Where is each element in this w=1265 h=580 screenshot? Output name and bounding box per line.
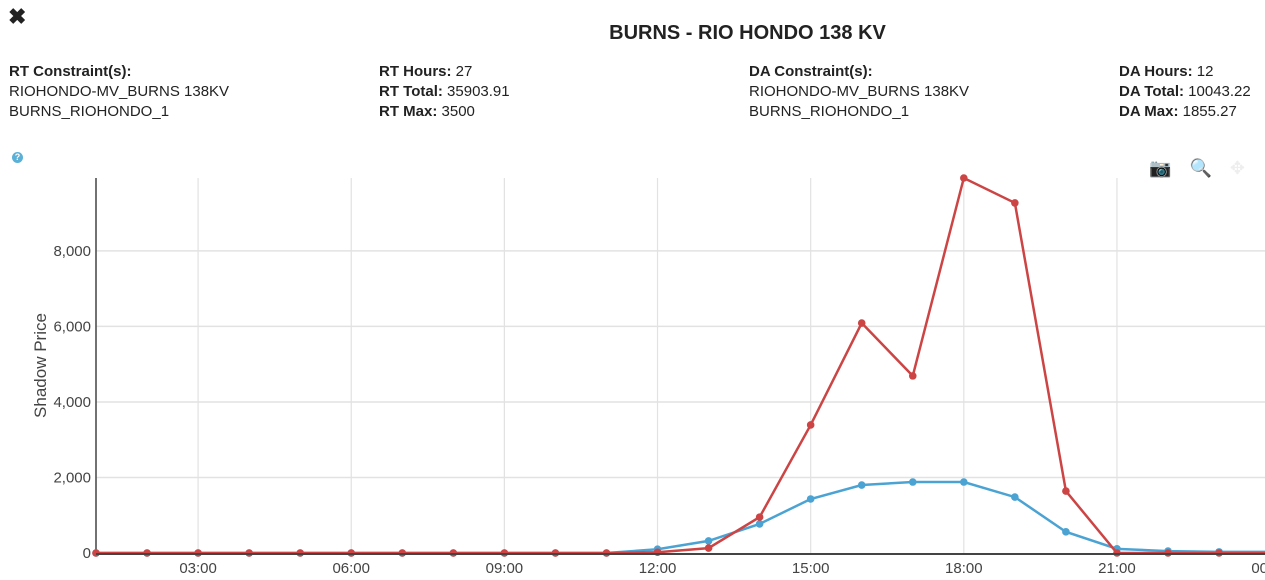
- series-line: [96, 480, 1265, 555]
- da-hours: 12: [1196, 63, 1214, 80]
- rt-hours: 27: [455, 63, 473, 80]
- pan-icon[interactable]: ✥: [1229, 158, 1245, 178]
- rt-max-label: RT Max:: [379, 103, 438, 120]
- series-line: [96, 176, 1265, 555]
- data-point: [755, 520, 764, 528]
- da-max-label: DA Max:: [1119, 103, 1179, 120]
- da-hours-label: DA Hours:: [1119, 63, 1193, 80]
- da-constraint: BURNS_RIOHONDO_1: [749, 103, 910, 120]
- rt-constraints: RT Constraint(s): RIOHONDO-MV_BURNS 138K…: [9, 62, 229, 122]
- y-tick-label: 8,000: [53, 243, 91, 260]
- data-point: [908, 372, 917, 380]
- y-tick-label: 4,000: [53, 394, 91, 411]
- question-circle-icon[interactable]: ?: [12, 152, 23, 163]
- zoom-icon[interactable]: 🔍: [1189, 158, 1212, 178]
- da-total: 10043.22: [1188, 83, 1251, 100]
- data-point: [908, 478, 917, 486]
- rt-constraint: RIOHONDO-MV_BURNS 138KV: [9, 83, 230, 100]
- page-title: BURNS - RIO HONDO 138 KV: [609, 22, 886, 44]
- x-tick-label: 21:00: [1098, 560, 1136, 577]
- rt-max: 3500: [441, 103, 475, 120]
- rt-total: 35903.91: [447, 83, 510, 100]
- data-point: [960, 478, 968, 486]
- y-tick-label: 6,000: [53, 318, 91, 335]
- close-icon[interactable]: ✖: [8, 4, 27, 29]
- x-tick-label: 03:00: [179, 560, 217, 577]
- data-point: [1062, 528, 1070, 536]
- x-tick-label: 09:00: [486, 560, 524, 577]
- data-point: [755, 513, 764, 521]
- camera-icon[interactable]: 📷: [1149, 158, 1172, 178]
- y-tick-label: 2,000: [53, 469, 91, 486]
- da-constraints-label: DA Constraint(s):: [749, 63, 873, 80]
- rt-constraints-label: RT Constraint(s):: [9, 63, 132, 80]
- x-tick-label: 15:00: [792, 560, 830, 577]
- da-total-label: DA Total:: [1119, 83, 1184, 100]
- x-tick-label: 12:00: [639, 560, 677, 577]
- y-tick-label: 0: [83, 545, 91, 562]
- x-tick-label: 06:00: [332, 560, 370, 577]
- rt-stats: RT Hours: 27 RT Total: 35903.91 RT Max: …: [379, 62, 510, 122]
- x-tick-label: 00:00: [1251, 560, 1265, 577]
- data-point: [1011, 199, 1019, 207]
- data-point: [704, 537, 713, 545]
- data-point: [857, 481, 866, 489]
- data-point: [857, 319, 866, 327]
- data-point: [960, 174, 968, 182]
- rt-total-label: RT Total:: [379, 83, 443, 100]
- data-point: [704, 544, 713, 552]
- y-axis-title: Shadow Price: [31, 313, 50, 418]
- modebar: 📷 🔍 ✥: [1149, 158, 1245, 179]
- data-point: [806, 495, 815, 503]
- da-max: 1855.27: [1182, 103, 1237, 120]
- data-point: [1011, 493, 1019, 501]
- da-stats: DA Hours: 12 DA Total: 10043.22 DA Max: …: [1119, 62, 1251, 122]
- rt-constraint: BURNS_RIOHONDO_1: [9, 103, 170, 120]
- da-constraint: RIOHONDO-MV_BURNS 138KV: [749, 83, 970, 100]
- data-point: [1062, 487, 1070, 495]
- x-tick-label: 18:00: [945, 560, 983, 577]
- data-point: [806, 421, 815, 429]
- rt-hours-label: RT Hours:: [379, 63, 452, 80]
- da-constraints: DA Constraint(s): RIOHONDO-MV_BURNS 138K…: [749, 62, 969, 122]
